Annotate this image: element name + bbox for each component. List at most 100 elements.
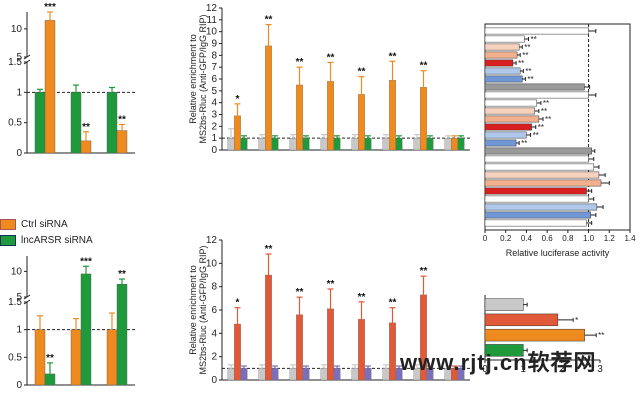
top-left-y-tick-label: 5 [16, 52, 22, 63]
bottom-middle-bar-0-1 [234, 323, 241, 381]
top-middle-bar-5-0 [382, 138, 390, 151]
top-middle-bar-1-0 [258, 138, 266, 151]
top-right-x-tick-label: 0.4 [521, 234, 533, 243]
bottom-right-significance-1: * [575, 316, 578, 325]
bottom-middle-y-axis-title-line2: MS2bs-Rluc (Anti-GFP/IgG RIP) [198, 245, 208, 374]
top-right-significance-3: ** [522, 51, 528, 60]
top-middle-bar-1-1 [265, 45, 272, 151]
top-middle-bar-0-2 [240, 138, 248, 151]
top-middle-bar-5-1 [389, 80, 396, 151]
top-right-bar-1 [484, 35, 525, 43]
bottom-middle-y-tick-label: 4 [211, 328, 217, 339]
top-right-x-tick-label: 0.6 [542, 234, 554, 243]
top-right-significance-5: ** [525, 67, 531, 76]
top-right-x-tick-label: 1.2 [604, 234, 616, 243]
bottom-middle-bar-1-0 [258, 368, 266, 381]
legend-swatch-lncarsr [0, 234, 16, 246]
legend-label-lncarsr: lncARSR siRNA [21, 234, 93, 246]
top-right-significance-14: ** [521, 139, 527, 148]
bottom-middle-bar-4-2 [364, 368, 372, 381]
bottom-middle-bar-0-0 [227, 368, 235, 381]
bottom-middle-bar-3-1 [327, 308, 334, 381]
top-right-bar-8 [484, 91, 589, 99]
top-right-bar-16 [484, 155, 589, 163]
top-right-bar-2 [484, 43, 520, 51]
top-middle-y-tick-label: 1 [211, 133, 217, 144]
top-left-y-tick-label: 0.5 [8, 118, 22, 129]
legend-item-lncarsr: lncARSR siRNA [0, 232, 93, 248]
bottom-middle-y-tick-label: 10 [206, 258, 218, 269]
bottom-middle-significance-6-1: ** [420, 266, 428, 277]
top-middle-bar-4-2 [364, 138, 372, 151]
bottom-middle-significance-5-1: ** [389, 298, 397, 309]
top-right-bar-15 [484, 147, 592, 155]
top-right-significance-11: ** [545, 115, 551, 124]
top-middle-y-tick-label: 2 [211, 121, 217, 132]
bottom-right-bar-2 [484, 328, 585, 342]
bottom-left-y-tick-label: 10 [11, 266, 23, 277]
bottom-middle-significance-2-1: ** [296, 287, 304, 298]
top-right-bar-17 [484, 163, 594, 171]
bottom-left-significance-1-1: *** [80, 256, 92, 267]
top-right-bar-18 [484, 171, 600, 179]
top-middle-bar-4-1 [358, 94, 365, 151]
top-right-bar-13 [484, 131, 527, 139]
bottom-left-significance-2-1: ** [118, 269, 126, 280]
top-middle-bar-7-1 [451, 138, 458, 151]
bottom-middle-significance-4-1: ** [358, 292, 366, 303]
top-middle-y-tick-label: 5 [211, 86, 217, 97]
bottom-left-bar-0-1 [44, 373, 56, 386]
bottom-right-x-tick-label: 3 [597, 364, 603, 375]
top-right-significance-6: ** [527, 75, 533, 84]
top-middle-y-tick-label: 7 [211, 62, 217, 73]
bottom-left-y-tick-label: 0.5 [8, 352, 22, 363]
watermark: www.rjtj.cn软荐网 [400, 350, 597, 375]
top-right-bar-9 [484, 99, 538, 107]
top-right-bar-11 [484, 115, 540, 123]
top-left-bar-2-0 [106, 92, 118, 154]
top-left-significance-0-1: *** [44, 2, 56, 13]
bottom-left-bar-1-0 [70, 329, 82, 386]
legend-swatch-ctrl [0, 218, 16, 230]
top-right-significance-2: ** [524, 43, 530, 52]
legend-item-ctrl: Ctrl siRNA [0, 216, 93, 232]
top-right-bar-20 [484, 187, 587, 195]
top-right-x-tick-label: 0 [483, 234, 488, 243]
top-right-significance-10: ** [541, 107, 547, 116]
bottom-middle-bar-3-2 [333, 368, 341, 381]
top-right-bar-7 [484, 83, 585, 91]
bottom-middle-bar-0-2 [240, 368, 248, 381]
bottom-middle-y-axis-title-line1: Relative enrichment to [188, 265, 198, 355]
top-right-bar-14 [484, 139, 517, 147]
bottom-middle-y-tick-label: 8 [211, 282, 217, 293]
top-middle-significance-1-1: ** [265, 15, 273, 26]
top-right-x-tick-label: 1.0 [583, 234, 595, 243]
bottom-left-y-tick-label: 1.5 [8, 297, 22, 308]
top-middle-significance-0-1: * [236, 94, 240, 105]
top-middle-y-tick-label: 10 [206, 27, 218, 38]
bottom-left-y-tick-label: 5 [16, 292, 22, 303]
top-middle-bar-2-0 [289, 138, 297, 151]
top-right-significance-9: ** [543, 99, 549, 108]
top-middle-y-tick-label: 9 [211, 39, 217, 50]
bottom-middle-bar-4-1 [358, 319, 365, 381]
top-middle-y-tick-label: 3 [211, 110, 217, 121]
top-right-bar-12 [484, 123, 532, 131]
top-right-significance-1: ** [531, 35, 537, 44]
bottom-middle-bar-3-0 [320, 368, 328, 381]
bottom-middle-y-tick-label: 0 [211, 375, 217, 386]
top-right-significance-12: ** [538, 123, 544, 132]
top-middle-significance-4-1: ** [358, 67, 366, 78]
top-middle-significance-6-1: ** [420, 61, 428, 72]
top-middle-y-tick-label: 6 [211, 74, 217, 85]
bottom-middle-y-tick-label: 6 [211, 305, 217, 316]
bottom-right-bar-0 [484, 298, 524, 311]
top-right-bar-0 [484, 27, 589, 35]
bottom-left-bar-0-0 [34, 329, 46, 386]
top-right-bar-19 [484, 179, 602, 187]
top-middle-bar-3-1 [327, 81, 334, 151]
top-right-x-axis-title: Relative luciferase activity [506, 248, 610, 258]
bottom-left-y-tick-label: 1 [16, 325, 22, 336]
top-middle-y-axis-title-line2: MS2bs-Rluc (Anti-GFP/IgG RIP) [198, 14, 208, 143]
top-middle-y-tick-label: 8 [211, 50, 217, 61]
